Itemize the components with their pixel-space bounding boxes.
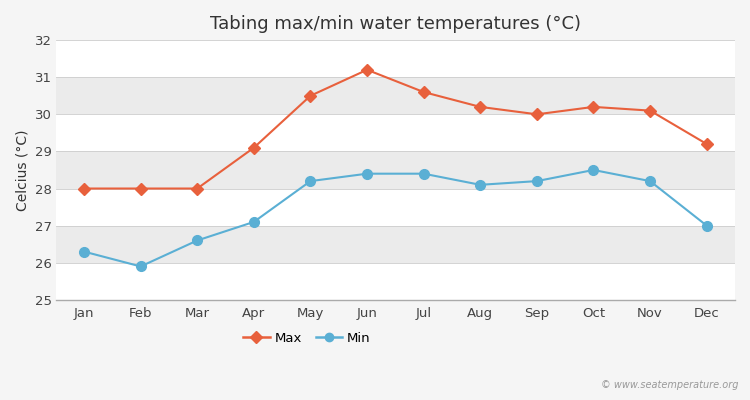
Bar	[56, 226, 735, 263]
Bar	[56, 152, 735, 188]
Y-axis label: Celcius (°C): Celcius (°C)	[15, 129, 29, 211]
Bar	[56, 263, 735, 300]
Bar	[56, 188, 735, 226]
Bar	[56, 114, 735, 152]
Text: © www.seatemperature.org: © www.seatemperature.org	[602, 380, 739, 390]
Title: Tabing max/min water temperatures (°C): Tabing max/min water temperatures (°C)	[210, 15, 580, 33]
Bar	[56, 40, 735, 77]
Bar	[56, 77, 735, 114]
Legend: Max, Min: Max, Min	[238, 327, 376, 350]
